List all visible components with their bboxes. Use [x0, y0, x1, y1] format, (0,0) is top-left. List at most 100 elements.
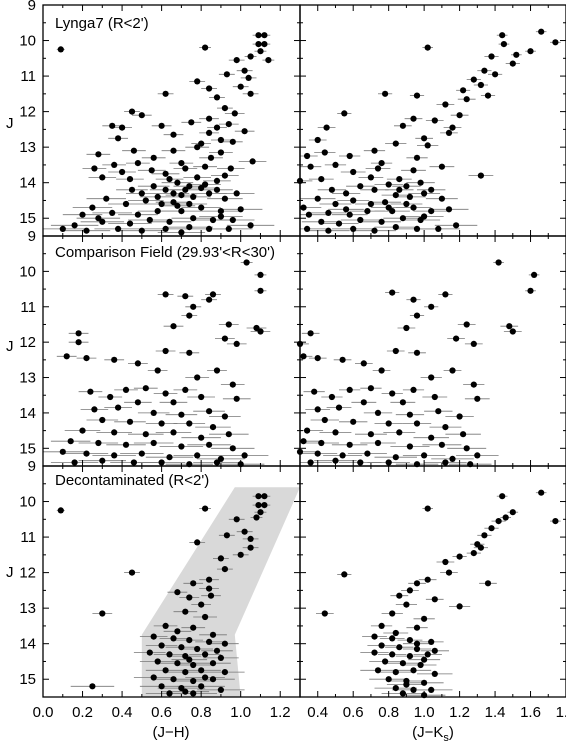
- y-tick-label: 9: [28, 458, 36, 475]
- data-point: [470, 550, 477, 557]
- data-point: [431, 117, 438, 124]
- data-point: [217, 149, 224, 156]
- data-point: [442, 459, 449, 466]
- data-point: [392, 669, 399, 676]
- data-point: [410, 296, 417, 303]
- data-point: [206, 585, 213, 592]
- data-point: [126, 220, 134, 227]
- data-point: [182, 608, 189, 615]
- data-point: [392, 192, 399, 199]
- data-point: [221, 566, 228, 573]
- data-point: [435, 225, 442, 232]
- data-point: [138, 190, 145, 197]
- y-tick-label: 13: [19, 600, 36, 617]
- data-point: [122, 386, 130, 393]
- data-point: [257, 509, 264, 516]
- data-point: [255, 493, 262, 500]
- data-point: [460, 431, 467, 438]
- data-point: [174, 589, 181, 596]
- data-point: [190, 690, 197, 697]
- data-point: [413, 349, 421, 356]
- data-point: [194, 374, 201, 381]
- data-point: [99, 457, 106, 464]
- data-point: [413, 312, 421, 319]
- y-axis-label-bottom: J: [6, 564, 14, 581]
- data-point: [138, 450, 145, 457]
- data-point: [198, 184, 205, 192]
- data-point: [261, 502, 268, 509]
- data-point: [346, 386, 353, 393]
- data-point: [527, 287, 534, 294]
- data-point: [158, 683, 165, 690]
- y-tick-label: 10: [19, 33, 36, 50]
- x-axis-label-jh: (J−H): [152, 724, 189, 741]
- data-point: [217, 213, 224, 220]
- data-point: [374, 409, 382, 416]
- data-point: [89, 683, 96, 690]
- data-point: [190, 215, 197, 222]
- data-point: [257, 48, 264, 55]
- data-point: [57, 507, 64, 514]
- data-point: [198, 683, 205, 690]
- data-point: [318, 218, 325, 225]
- data-point: [170, 429, 177, 436]
- data-point: [162, 347, 169, 355]
- data-point: [339, 356, 346, 363]
- data-point: [449, 124, 456, 131]
- x-tick-label: 0.8: [191, 704, 212, 721]
- x-axis-label-jks-end: ): [449, 724, 454, 741]
- data-point: [202, 651, 209, 658]
- data-point: [83, 355, 90, 362]
- data-point: [241, 452, 248, 459]
- data-point: [233, 190, 240, 197]
- data-point: [424, 651, 431, 658]
- data-point: [417, 661, 424, 669]
- data-point: [128, 108, 136, 115]
- data-point: [456, 112, 463, 119]
- data-point: [111, 452, 118, 459]
- data-point: [406, 653, 413, 660]
- data-point: [492, 71, 499, 78]
- data-point: [300, 353, 307, 360]
- data-point: [364, 208, 371, 215]
- data-point: [325, 209, 332, 216]
- data-point: [194, 78, 201, 85]
- data-point: [389, 651, 396, 658]
- data-point: [154, 367, 161, 374]
- data-point: [474, 395, 481, 402]
- x-tick-label: 0.6: [343, 704, 364, 721]
- data-point: [421, 135, 428, 142]
- data-point: [213, 186, 221, 193]
- y-tick-label: 14: [19, 405, 36, 422]
- data-point: [162, 186, 169, 193]
- data-point: [538, 28, 545, 35]
- data-point: [346, 441, 353, 448]
- data-point: [225, 321, 232, 328]
- data-point: [138, 227, 145, 234]
- data-point: [474, 452, 481, 459]
- data-point: [374, 165, 382, 172]
- data-point: [343, 206, 350, 213]
- data-point: [233, 516, 240, 523]
- data-point: [174, 628, 181, 635]
- data-point: [190, 303, 197, 310]
- data-point: [206, 638, 213, 646]
- data-point: [213, 459, 221, 466]
- data-point: [255, 41, 262, 48]
- data-point: [229, 216, 236, 224]
- data-point: [378, 642, 385, 649]
- data-point: [396, 186, 403, 193]
- data-point: [225, 225, 232, 232]
- data-point: [403, 601, 410, 608]
- data-point: [453, 222, 460, 229]
- data-point: [87, 388, 94, 395]
- data-point: [413, 92, 421, 99]
- data-point: [134, 160, 141, 167]
- data-point: [367, 174, 374, 181]
- data-point: [233, 340, 240, 347]
- data-point: [79, 211, 86, 218]
- data-point: [233, 57, 240, 64]
- data-point: [150, 183, 157, 190]
- data-point: [350, 197, 357, 204]
- y-tick-label: 10: [19, 263, 36, 280]
